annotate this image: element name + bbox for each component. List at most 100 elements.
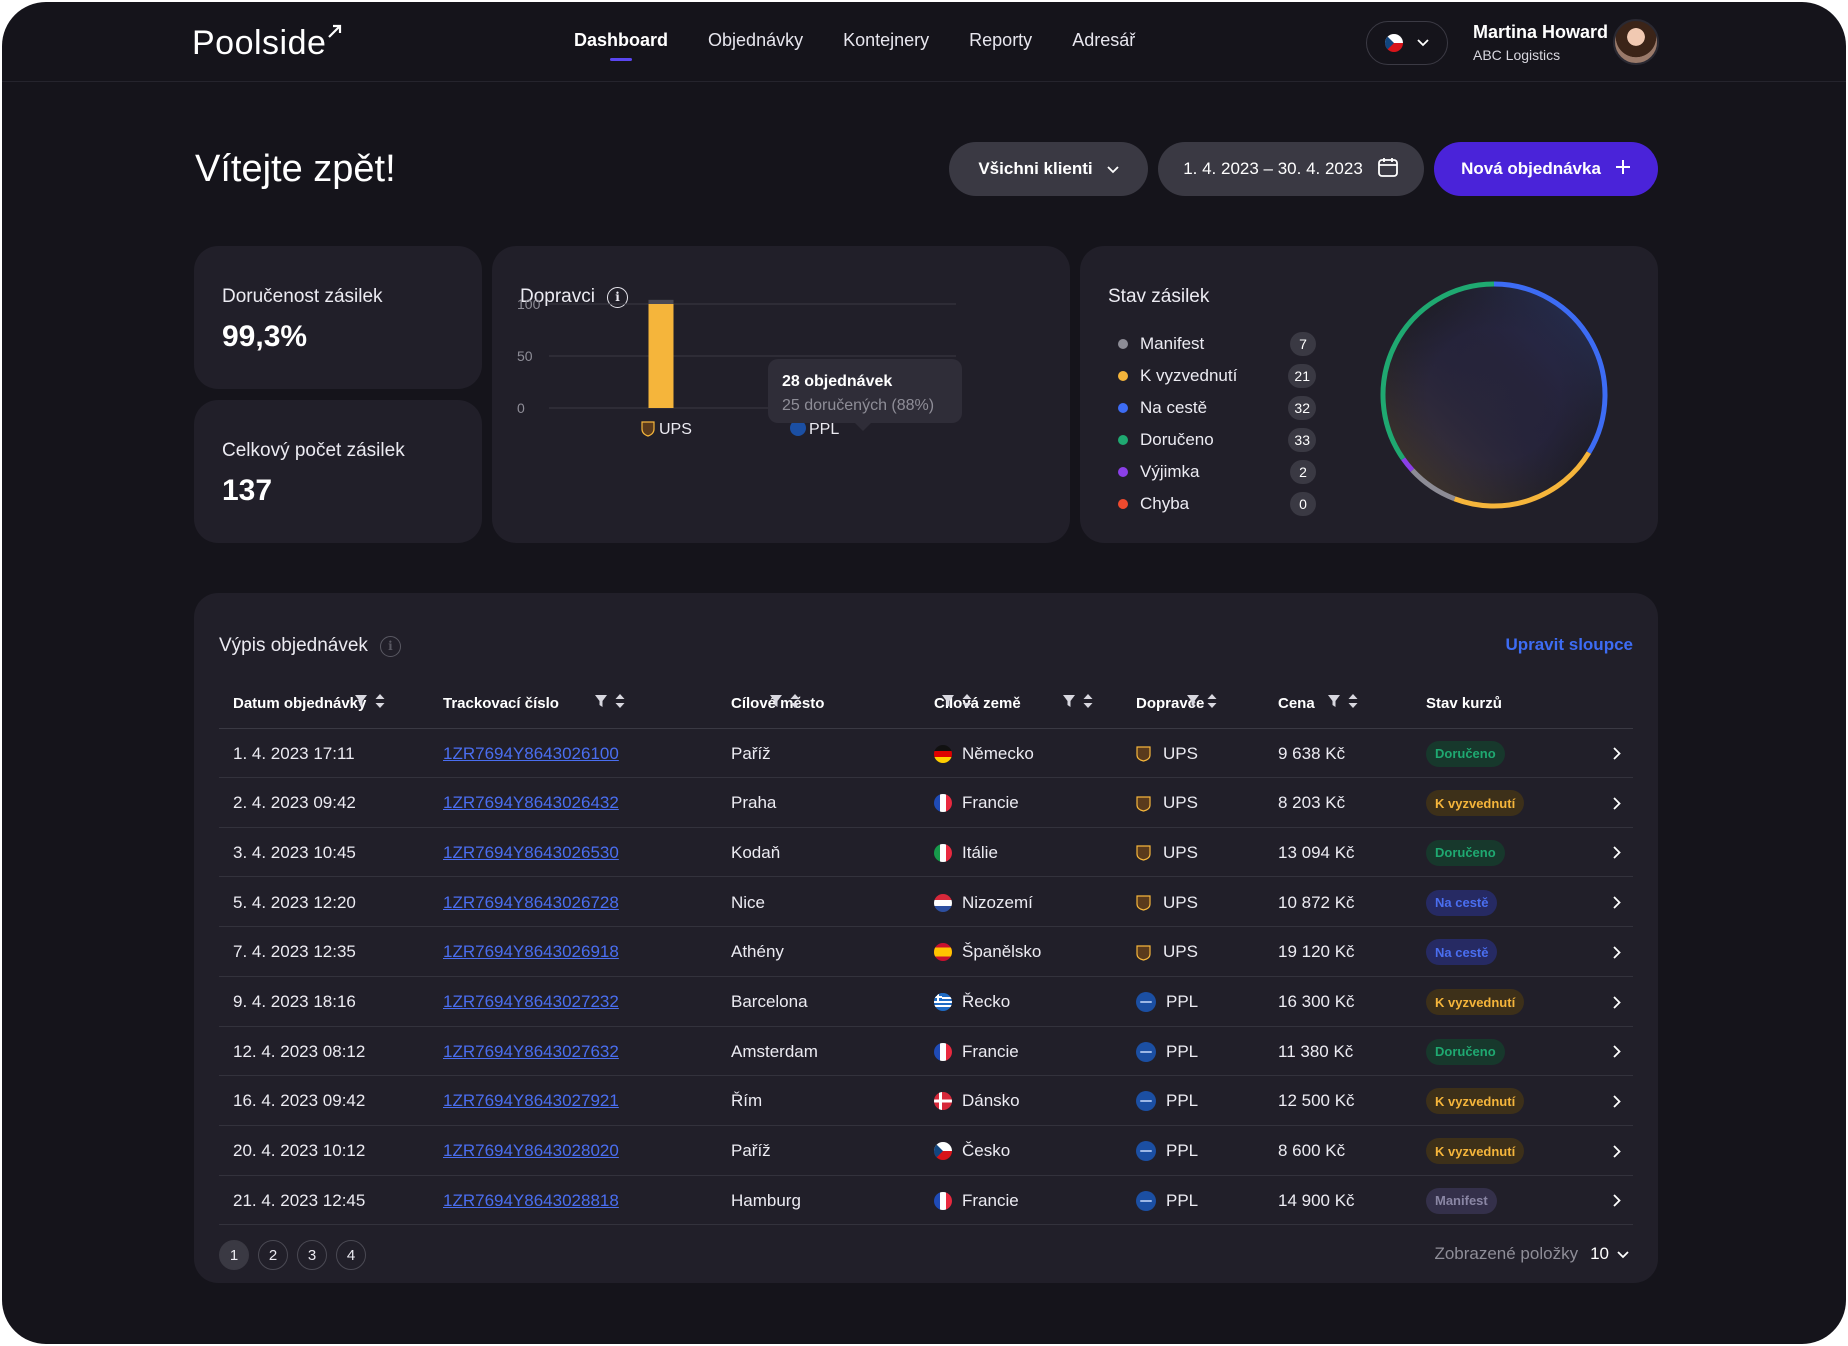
info-icon[interactable]: i (606, 286, 628, 308)
table-row[interactable]: 3. 4. 2023 10:45 1ZR7694Y8643026530 Kodaň I… (219, 828, 1633, 878)
table-row[interactable]: 21. 4. 2023 12:45 1ZR7694Y8643028818 Hambu… (219, 1176, 1633, 1226)
col-header-tracking[interactable]: Trackovací číslo (443, 694, 559, 712)
tracking-number-cell: 1ZR7694Y8643028818 (443, 1176, 619, 1225)
bar-undelivered-ups[interactable] (648, 299, 674, 304)
nav-dashboard[interactable]: Dashboard (574, 30, 669, 61)
sort-icon[interactable] (790, 693, 800, 713)
status-cell: K vyzvednutí (1426, 1077, 1525, 1126)
page-button[interactable]: 3 (297, 1240, 327, 1270)
info-icon[interactable]: i (379, 635, 401, 657)
col-header-city[interactable]: Cílové město (731, 694, 825, 712)
row-chevron-icon[interactable] (1613, 1176, 1621, 1225)
sort-icon[interactable] (1083, 693, 1093, 713)
row-chevron-icon[interactable] (1613, 779, 1621, 828)
new-order-button[interactable]: Nová objednávka (1434, 142, 1658, 196)
col-header-price[interactable]: Cena (1278, 694, 1315, 712)
table-row[interactable]: 1. 4. 2023 17:11 1ZR7694Y8643026100 Paříž N… (219, 729, 1633, 778)
logo-text: Poolside (192, 24, 327, 62)
edit-columns-link[interactable]: Upravit sloupce (1505, 635, 1633, 654)
language-selector[interactable] (1366, 21, 1448, 65)
filter-icon[interactable] (1187, 694, 1199, 713)
row-chevron-icon[interactable] (1613, 729, 1621, 778)
table-row[interactable]: 16. 4. 2023 09:42 1ZR7694Y8643027921 Řím Dá… (219, 1077, 1633, 1126)
column-tools (942, 691, 972, 715)
per-page-label: Zobrazené položky (1434, 1244, 1579, 1263)
page-button[interactable]: 4 (336, 1240, 366, 1270)
tracking-link[interactable]: 1ZR7694Y8643026728 (443, 892, 619, 912)
col-header-date[interactable]: Datum objednávky (233, 694, 367, 712)
tracking-link[interactable]: 1ZR7694Y8643028020 (443, 1141, 619, 1161)
status-title: Stav zásilek (1108, 286, 1210, 307)
donut-segment[interactable] (1453, 451, 1592, 509)
donut-segment[interactable] (1401, 457, 1415, 472)
order-date: 7. 4. 2023 12:35 (233, 942, 356, 962)
table-row[interactable]: 9. 4. 2023 18:16 1ZR7694Y8643027232 Barcel… (219, 978, 1633, 1027)
filter-icon[interactable] (1063, 694, 1075, 713)
tracking-link[interactable]: 1ZR7694Y8643026432 (443, 793, 619, 813)
clients-dropdown[interactable]: Všichni klienti (949, 142, 1148, 196)
col-header-country[interactable]: Cílová země (934, 694, 1021, 712)
col-header-status[interactable]: Stav kurzů (1426, 694, 1502, 712)
page-button[interactable]: 2 (258, 1240, 288, 1270)
table-row[interactable]: 7. 4. 2023 12:35 1ZR7694Y8643026918 Athény… (219, 928, 1633, 977)
column-tools (1063, 691, 1093, 715)
table-row[interactable]: 12. 4. 2023 08:12 1ZR7694Y8643027632 Amste… (219, 1027, 1633, 1077)
row-chevron-icon[interactable] (1613, 1077, 1621, 1126)
tracking-link[interactable]: 1ZR7694Y8643027921 (443, 1091, 619, 1111)
row-chevron-icon[interactable] (1613, 1127, 1621, 1176)
sort-icon[interactable] (375, 693, 385, 713)
total-shipments-card: Celkový počet zásilek 137 (194, 400, 482, 543)
destination-country: Francie (934, 779, 1019, 828)
tracking-link[interactable]: 1ZR7694Y8643026100 (443, 743, 619, 763)
status-badge: Doručeno (1426, 839, 1505, 866)
nav-objednavky[interactable]: Objednávky (708, 30, 804, 50)
tracking-link[interactable]: 1ZR7694Y8643028818 (443, 1190, 619, 1210)
sort-icon[interactable] (1207, 693, 1217, 713)
filter-icon[interactable] (595, 694, 607, 713)
user-info[interactable]: Martina Howard ABC Logistics (1473, 22, 1608, 63)
row-chevron-icon[interactable] (1613, 878, 1621, 927)
filter-icon[interactable] (942, 694, 954, 713)
table-row[interactable]: 2. 4. 2023 09:42 1ZR7694Y8643026432 Praha F… (219, 779, 1633, 828)
donut-segment[interactable] (1493, 281, 1608, 454)
filter-icon[interactable] (355, 694, 367, 713)
page-button[interactable]: 1 (219, 1240, 249, 1270)
orders-title-text: Výpis objednávek (219, 635, 368, 656)
sort-icon[interactable] (615, 693, 625, 713)
tracking-link[interactable]: 1ZR7694Y8643027632 (443, 1041, 619, 1061)
tracking-link[interactable]: 1ZR7694Y8643026530 (443, 842, 619, 862)
price: 11 380 Kč (1278, 1041, 1354, 1061)
status-badge: Na cestě (1426, 939, 1498, 966)
bar-delivered-ups[interactable] (648, 304, 674, 408)
table-row[interactable]: 5. 4. 2023 12:20 1ZR7694Y8643026728 Nice Ni… (219, 878, 1633, 928)
tracking-link[interactable]: 1ZR7694Y8643027232 (443, 992, 619, 1011)
tracking-number-cell: 1ZR7694Y8643027232 (443, 978, 619, 1027)
sort-icon[interactable] (1348, 693, 1358, 713)
carrier: UPS (1136, 878, 1198, 927)
row-chevron-icon[interactable] (1613, 1027, 1621, 1076)
filter-icon[interactable] (770, 694, 782, 713)
avatar[interactable] (1613, 19, 1659, 65)
per-page-selector[interactable]: Zobrazené položky 10 (1434, 1244, 1629, 1264)
logo[interactable]: Poolside (192, 24, 342, 63)
sort-icon[interactable] (962, 693, 972, 713)
filter-icon[interactable] (1328, 694, 1340, 713)
row-chevron-icon[interactable] (1613, 978, 1621, 1027)
donut-segment[interactable] (1410, 468, 1456, 502)
status-legend-item: Na cestě 32 (1118, 392, 1316, 424)
nav-reporty[interactable]: Reporty (969, 30, 1033, 50)
destination-country: Nizozemí (934, 878, 1033, 927)
table-row[interactable]: 20. 4. 2023 10:12 1ZR7694Y8643028020 Paříž… (219, 1127, 1633, 1176)
row-chevron-icon[interactable] (1613, 928, 1621, 977)
carrier-name: UPS (1163, 743, 1198, 763)
nav-kontejnery[interactable]: Kontejnery (843, 30, 930, 50)
nav-adresar[interactable]: Adresář (1072, 30, 1136, 50)
donut-segment[interactable] (1380, 281, 1495, 461)
date-range-picker[interactable]: 1. 4. 2023 – 30. 4. 2023 (1158, 142, 1424, 196)
destination-city: Nice (731, 892, 766, 912)
col-header-carrier[interactable]: Dopravce (1136, 694, 1205, 712)
tracking-link[interactable]: 1ZR7694Y8643026918 (443, 942, 619, 962)
row-chevron-icon[interactable] (1613, 828, 1621, 877)
tracking-number-cell: 1ZR7694Y8643026530 (443, 828, 619, 877)
status-dot (1118, 371, 1128, 381)
